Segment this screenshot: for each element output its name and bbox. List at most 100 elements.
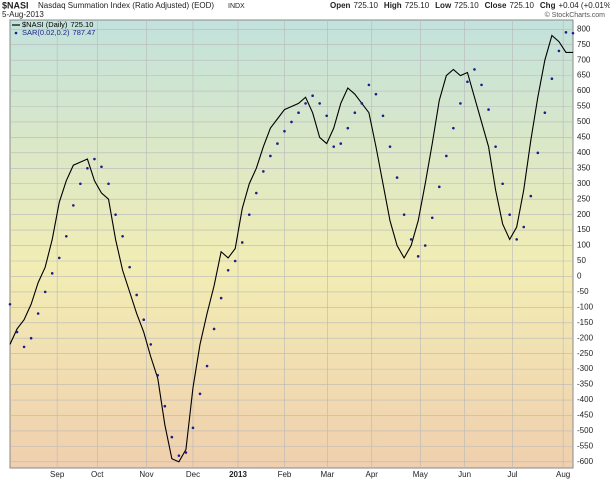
sar-dot [191, 426, 195, 430]
sar-dot [255, 191, 258, 195]
sar-dot [395, 176, 399, 179]
sar-dot [149, 343, 153, 346]
y-tick-label: 500 [577, 117, 591, 126]
sar-dot [290, 120, 293, 124]
sar-dot [494, 145, 497, 148]
sar-dot [22, 345, 26, 349]
y-tick-label: -600 [577, 457, 594, 466]
sar-dot [473, 68, 476, 71]
x-tick-label: Aug [556, 470, 570, 479]
x-tick-label: Dec [186, 470, 200, 479]
sar-dot [128, 265, 131, 269]
y-tick-label: -500 [577, 426, 594, 435]
sar-dot [262, 170, 265, 173]
y-tick-label: -100 [577, 302, 594, 311]
sar-dot [177, 454, 181, 457]
y-tick-label: 50 [577, 256, 586, 265]
y-tick-label: -200 [577, 333, 594, 342]
legend-label: SAR(0.02,0.2) [22, 28, 70, 37]
quote: Open 725.10 High 725.10 Low 725.10 Close 725.10… [330, 1, 610, 10]
y-tick-label: 800 [577, 24, 591, 33]
y-tick-label: 100 [577, 241, 591, 250]
sar-dot [445, 154, 448, 158]
sar-dot [15, 330, 19, 334]
sar-dot [388, 145, 392, 148]
x-tick-label: Sep [50, 470, 65, 479]
sar-dot [100, 165, 103, 169]
sar-dot [459, 102, 462, 105]
sar-dot [529, 194, 533, 198]
sar-dot [233, 259, 237, 263]
sar-dot [318, 102, 321, 105]
y-tick-label: 300 [577, 179, 591, 188]
symbol: $NASI [2, 0, 29, 10]
sar-dot [381, 114, 385, 118]
sar-dot [543, 111, 547, 114]
plot-area [9, 19, 574, 469]
sar-dot [332, 145, 336, 148]
sar-dot [423, 244, 427, 247]
grid: -600-550-500-450-400-350-300-250-200-150… [10, 20, 594, 479]
sar-dot [297, 111, 300, 114]
legend-value: 725.10 [70, 20, 93, 29]
sar-dot [353, 111, 357, 114]
sar-dot [557, 49, 561, 53]
x-tick-label: 2013 [229, 470, 247, 479]
sar-dot [550, 77, 554, 81]
y-tick-label: 250 [577, 194, 591, 203]
quote-label: High [384, 1, 402, 10]
sar-dot [487, 108, 490, 111]
y-tick-label: 450 [577, 133, 591, 142]
sar-dot [29, 336, 33, 340]
sar-dot [65, 234, 68, 238]
x-tick-label: May [413, 470, 428, 479]
y-tick-label: 150 [577, 225, 591, 234]
sar-dot [198, 392, 202, 396]
x-tick-label: Oct [91, 470, 104, 479]
sar-dot [325, 114, 328, 118]
x-tick-label: Apr [366, 470, 379, 479]
quote-label: Low [435, 1, 452, 10]
sar-dot [93, 157, 96, 161]
sar-dot [402, 213, 406, 216]
sar-dot [142, 318, 146, 321]
sar-dot [114, 213, 117, 216]
y-tick-label: -150 [577, 318, 594, 327]
quote-value: 725.10 [353, 1, 378, 10]
y-tick-label: 0 [577, 272, 582, 281]
sar-dot [346, 126, 350, 130]
description: Nasdaq Summation Index (Ratio Adjusted) … [38, 1, 214, 10]
sar-dot [269, 154, 272, 158]
sar-dot [536, 151, 540, 155]
sar-dot [508, 213, 511, 216]
sar-dot [466, 80, 469, 84]
sar-dot [163, 404, 167, 408]
sar-dot [283, 129, 286, 133]
y-tick-label: 350 [577, 163, 591, 172]
sar-dot [107, 182, 110, 186]
sar-dot [409, 238, 413, 241]
y-tick-label: 750 [577, 40, 591, 49]
y-tick-label: 650 [577, 71, 591, 80]
sar-dot [184, 451, 188, 454]
sar-dot [437, 185, 441, 189]
sar-dot [79, 182, 82, 186]
sar-dot [36, 312, 40, 315]
quote-value: 725.10 [454, 1, 479, 10]
sar-dot [501, 182, 504, 186]
legend-value: 787.47 [73, 28, 96, 37]
copyright: © StockCharts.com [545, 11, 606, 19]
quote-value: 725.10 [405, 1, 430, 10]
sar-dot [86, 167, 89, 170]
sar-dot [226, 268, 230, 272]
x-tick-label: Jul [507, 470, 517, 479]
sar-dot [276, 142, 279, 145]
y-tick-label: -250 [577, 349, 594, 358]
sar-dot [339, 142, 343, 145]
sar-dot [304, 102, 307, 105]
legend-label: $NASI (Daily) [22, 20, 68, 29]
y-tick-label: -50 [577, 287, 589, 296]
legend-swatch [14, 31, 18, 35]
